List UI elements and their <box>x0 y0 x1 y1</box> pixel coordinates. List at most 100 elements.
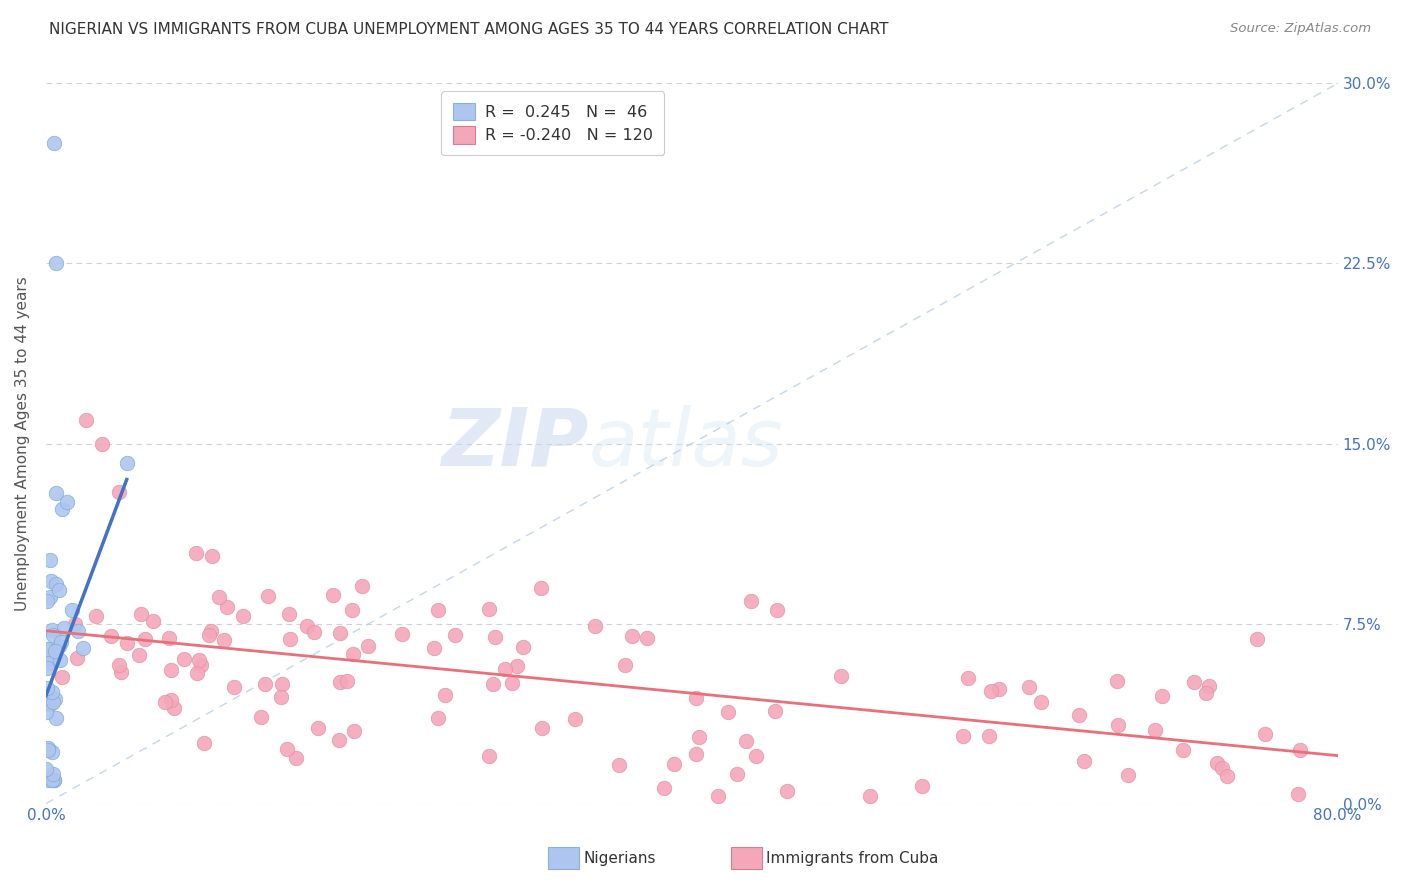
Point <box>38 697 60 711</box>
Point <box>42 136 65 151</box>
Point <box>39 650 62 665</box>
Point <box>329 626 352 640</box>
Point <box>662 756 685 771</box>
Point <box>91 436 114 450</box>
Point <box>1031 695 1053 709</box>
Point <box>744 748 766 763</box>
Point <box>859 789 882 804</box>
Point <box>37 642 59 657</box>
Point <box>45 486 67 500</box>
Point <box>481 677 503 691</box>
Point <box>350 579 373 593</box>
Point <box>215 599 238 614</box>
Point <box>35 681 58 695</box>
Point <box>725 766 748 780</box>
Point <box>41 745 63 759</box>
Point <box>51 502 73 516</box>
Legend: R =  0.245   N =  46, R = -0.240   N = 120: R = 0.245 N = 46, R = -0.240 N = 120 <box>441 91 664 155</box>
Point <box>38 656 60 670</box>
Point <box>685 747 707 761</box>
Point <box>201 549 224 563</box>
Point <box>707 789 730 804</box>
Point <box>190 657 212 672</box>
Point <box>531 721 554 735</box>
Point <box>60 603 83 617</box>
Point <box>988 682 1011 697</box>
Point <box>45 576 67 591</box>
Point <box>110 665 132 680</box>
Point <box>740 593 762 607</box>
Point <box>134 632 156 647</box>
Point <box>763 705 786 719</box>
Point <box>307 721 329 735</box>
Point <box>44 772 66 787</box>
Point <box>51 635 73 649</box>
Point <box>607 758 630 772</box>
Y-axis label: Unemployment Among Ages 35 to 44 years: Unemployment Among Ages 35 to 44 years <box>15 277 30 611</box>
Point <box>41 772 63 787</box>
Point <box>328 733 350 747</box>
Point <box>979 729 1001 743</box>
Point <box>208 590 231 604</box>
Point <box>766 602 789 616</box>
Point <box>39 590 62 604</box>
Point <box>44 644 66 658</box>
Point <box>302 624 325 639</box>
Point <box>200 624 222 638</box>
Point <box>443 628 465 642</box>
Point <box>193 736 215 750</box>
Point <box>49 653 72 667</box>
Point <box>478 602 501 616</box>
Point <box>44 691 66 706</box>
Point <box>41 627 63 641</box>
Point <box>637 631 659 645</box>
Point <box>295 619 318 633</box>
Point <box>911 780 934 794</box>
Point <box>253 677 276 691</box>
Point <box>1195 686 1218 700</box>
Point <box>1069 707 1091 722</box>
Point <box>107 658 129 673</box>
Point <box>501 675 523 690</box>
Point <box>212 632 235 647</box>
Point <box>35 594 58 608</box>
Point <box>484 630 506 644</box>
Point <box>142 615 165 629</box>
Point <box>163 701 186 715</box>
Point <box>340 603 363 617</box>
Point <box>735 734 758 748</box>
Point <box>357 639 380 653</box>
Point <box>652 781 675 796</box>
Point <box>66 651 89 665</box>
Point <box>426 603 449 617</box>
Point <box>224 680 246 694</box>
Point <box>42 695 65 709</box>
Point <box>1018 680 1040 694</box>
Point <box>41 624 63 638</box>
Point <box>952 729 974 743</box>
Point <box>38 772 60 787</box>
Point <box>688 730 710 744</box>
Point <box>494 662 516 676</box>
Point <box>48 639 70 653</box>
Point <box>100 629 122 643</box>
Point <box>583 619 606 633</box>
Point <box>160 693 183 707</box>
Point <box>48 583 70 598</box>
Point <box>197 628 219 642</box>
Point <box>391 627 413 641</box>
Point <box>186 546 208 560</box>
Point <box>276 742 298 756</box>
Point <box>270 676 292 690</box>
Point <box>232 609 254 624</box>
Text: NIGERIAN VS IMMIGRANTS FROM CUBA UNEMPLOYMENT AMONG AGES 35 TO 44 YEARS CORRELAT: NIGERIAN VS IMMIGRANTS FROM CUBA UNEMPLO… <box>49 22 889 37</box>
Text: Source: ZipAtlas.com: Source: ZipAtlas.com <box>1230 22 1371 36</box>
Point <box>980 683 1002 698</box>
Point <box>37 696 59 710</box>
Point <box>278 632 301 647</box>
Point <box>614 658 637 673</box>
Point <box>957 671 980 685</box>
Point <box>84 609 107 624</box>
Point <box>35 705 58 719</box>
Text: ZIP: ZIP <box>441 405 589 483</box>
